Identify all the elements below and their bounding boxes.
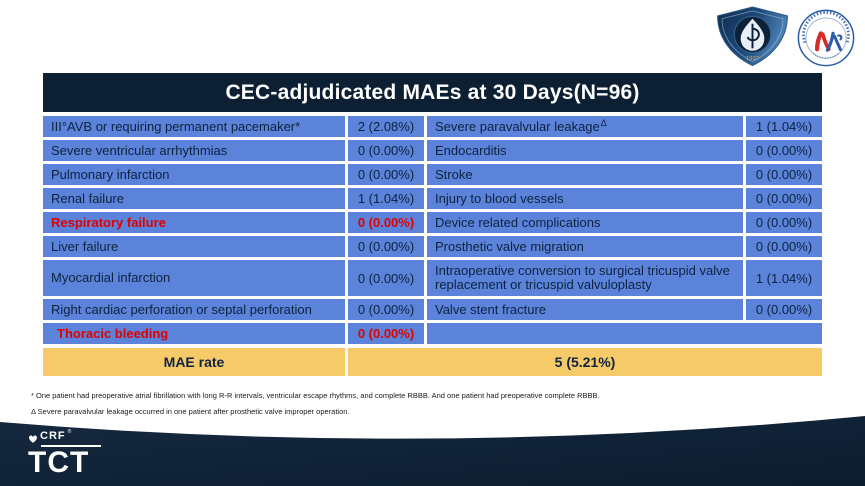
- event-label-cell: III°AVB or requiring permanent pacemaker…: [43, 116, 345, 137]
- table-row: Thoracic bleeding 0 (0.00%): [43, 323, 822, 344]
- event-label-cell: Intraoperative conversion to surgical tr…: [427, 260, 743, 296]
- event-value-cell: 0 (0.00%): [746, 164, 822, 185]
- research-center-round-logo-icon: [797, 9, 855, 72]
- table-title-text: CEC-adjudicated MAEs at 30 Days(N=96): [225, 80, 640, 104]
- crf-heart-icon: [28, 431, 38, 449]
- event-value-cell: 0 (0.00%): [348, 164, 424, 185]
- footnotes: * One patient had preoperative atrial fi…: [31, 391, 600, 416]
- table-row: Myocardial infarction 0 (0.00%) Intraope…: [43, 260, 822, 296]
- event-value-cell: 0 (0.00%): [746, 140, 822, 161]
- event-value-cell: 0 (0.00%): [348, 236, 424, 257]
- summary-row: MAE rate 5 (5.21%): [43, 348, 822, 376]
- tct-text: TCT: [28, 445, 90, 479]
- empty-cell: [427, 323, 822, 344]
- event-label-cell: Device related complications: [427, 212, 743, 233]
- event-value-cell: 0 (0.00%): [348, 299, 424, 320]
- event-label-cell: Myocardial infarction: [43, 260, 345, 296]
- event-value-cell: 0 (0.00%): [348, 260, 424, 296]
- event-label-cell: Severe ventricular arrhythmias: [43, 140, 345, 161]
- table-row: Right cardiac perforation or septal perf…: [43, 299, 822, 320]
- event-label-cell: Injury to blood vessels: [427, 188, 743, 209]
- superscript-delta: Δ: [600, 117, 607, 128]
- event-label-cell: Respiratory failure: [43, 212, 345, 233]
- event-label-cell: Severe paravalvular leakage Δ: [427, 116, 743, 137]
- bottom-band: [0, 416, 865, 486]
- tct-logo: CRF ® TCT: [28, 429, 101, 479]
- event-label-cell: Renal failure: [43, 188, 345, 209]
- crf-text: CRF: [40, 430, 66, 442]
- brand-divider: [41, 445, 101, 447]
- event-value-cell: 1 (1.04%): [746, 260, 822, 296]
- event-label-text: Severe paravalvular leakage: [435, 118, 600, 134]
- table-row: Respiratory failure 0 (0.00%) Device rel…: [43, 212, 822, 233]
- summary-value: 5 (5.21%): [348, 348, 822, 376]
- event-value-cell: 0 (0.00%): [348, 140, 424, 161]
- table-title: CEC-adjudicated MAEs at 30 Days(N=96): [43, 73, 822, 112]
- event-label-cell: Pulmonary infarction: [43, 164, 345, 185]
- event-value-cell: 0 (0.00%): [348, 323, 424, 344]
- event-label-cell: Valve stent fracture: [427, 299, 743, 320]
- hospital-shield-logo-icon: 1937: [714, 6, 791, 71]
- event-label-cell: Endocarditis: [427, 140, 743, 161]
- shield-year-text: 1937: [746, 56, 759, 62]
- event-label-cell: Right cardiac perforation or septal perf…: [43, 299, 345, 320]
- event-value-cell: 1 (1.04%): [746, 116, 822, 137]
- mae-table: CEC-adjudicated MAEs at 30 Days(N=96) II…: [43, 73, 822, 376]
- table-row: Liver failure 0 (0.00%) Prosthetic valve…: [43, 236, 822, 257]
- table-row: Severe ventricular arrhythmias 0 (0.00%)…: [43, 140, 822, 161]
- event-value-cell: 0 (0.00%): [348, 212, 424, 233]
- table-row: III°AVB or requiring permanent pacemaker…: [43, 116, 822, 137]
- event-value-cell: 0 (0.00%): [746, 188, 822, 209]
- event-value-cell: 0 (0.00%): [746, 236, 822, 257]
- event-value-cell: 1 (1.04%): [348, 188, 424, 209]
- event-label-cell: Stroke: [427, 164, 743, 185]
- event-label-cell: Prosthetic valve migration: [427, 236, 743, 257]
- event-label-cell: Thoracic bleeding: [43, 323, 345, 344]
- footnote-delta: Δ Severe paravalvular leakage occurred i…: [31, 407, 350, 416]
- crf-registered-mark: ®: [67, 429, 72, 435]
- table-row: Pulmonary infarction 0 (0.00%) Stroke 0 …: [43, 164, 822, 185]
- logo-group: 1937: [714, 6, 855, 72]
- event-label-cell: Liver failure: [43, 236, 345, 257]
- event-value-cell: 0 (0.00%): [746, 299, 822, 320]
- event-value-cell: 0 (0.00%): [746, 212, 822, 233]
- event-value-cell: 2 (2.08%): [348, 116, 424, 137]
- summary-label: MAE rate: [43, 348, 345, 376]
- table-body: III°AVB or requiring permanent pacemaker…: [43, 116, 822, 344]
- table-row: Renal failure 1 (1.04%) Injury to blood …: [43, 188, 822, 209]
- footnote-asterisk: * One patient had preoperative atrial fi…: [31, 391, 600, 400]
